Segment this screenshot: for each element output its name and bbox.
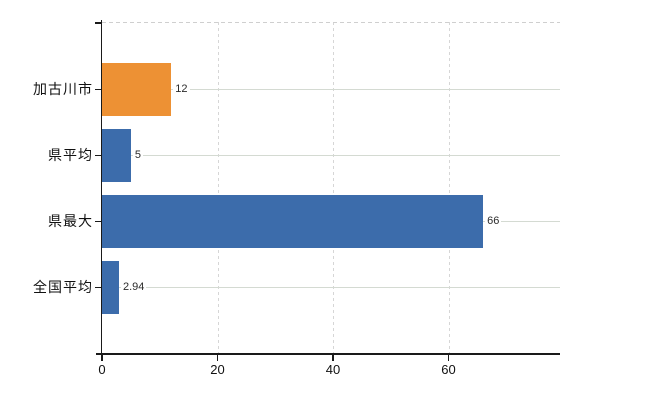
- chart-bar: [102, 260, 119, 314]
- y-axis-top-tick: [95, 22, 101, 24]
- category-gridline: [102, 89, 560, 90]
- vertical-gridline: [448, 22, 450, 353]
- value-label: 2.94: [120, 280, 147, 294]
- category-tick: [95, 154, 101, 156]
- value-label: 12: [173, 82, 190, 96]
- chart-bar: [102, 128, 131, 182]
- x-tick-label: 60: [441, 362, 456, 377]
- x-axis-line: [96, 353, 560, 355]
- category-gridline: [102, 155, 560, 156]
- x-tick-label: 0: [98, 362, 106, 377]
- category-label: 全国平均: [33, 279, 93, 295]
- category-label: 県最大: [48, 213, 93, 229]
- vertical-gridline: [217, 22, 219, 353]
- chart-bar: [102, 194, 484, 248]
- category-tick: [95, 220, 101, 222]
- category-gridline: [102, 287, 560, 288]
- x-axis-tick: [447, 354, 450, 361]
- x-axis-tick: [101, 354, 103, 361]
- category-label: 県平均: [48, 147, 93, 163]
- value-label: 66: [485, 214, 502, 228]
- x-axis-tick: [216, 354, 219, 361]
- category-label: 加古川市: [33, 81, 93, 97]
- y-axis-line: [100, 20, 102, 359]
- x-axis-tick: [332, 354, 334, 361]
- x-tick-label: 20: [210, 362, 225, 377]
- chart-bar: [102, 62, 172, 116]
- value-label: 5: [132, 148, 143, 162]
- vertical-gridline: [333, 22, 334, 353]
- category-tick: [95, 88, 101, 90]
- plot-top-border: [102, 22, 560, 23]
- category-tick: [95, 286, 101, 288]
- x-tick-label: 40: [325, 362, 341, 377]
